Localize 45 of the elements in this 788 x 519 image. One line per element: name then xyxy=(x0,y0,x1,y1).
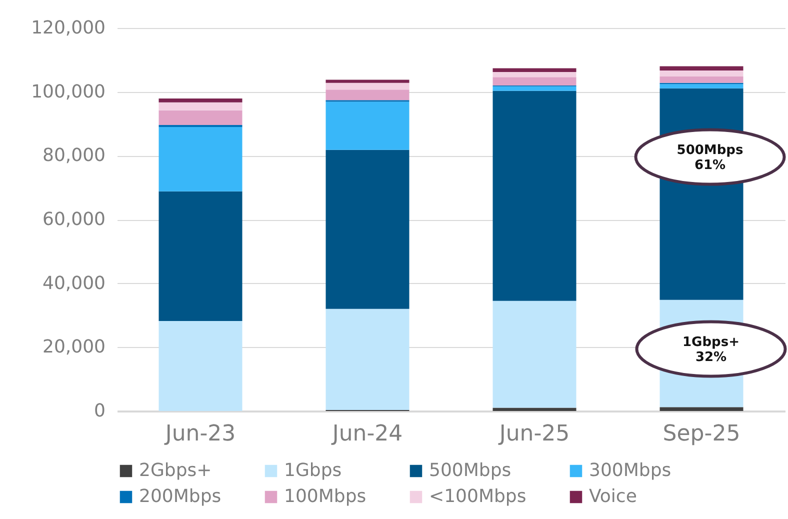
bar xyxy=(158,110,242,126)
y-tick-label: 60,000 xyxy=(42,209,106,230)
x-tick-label: Sep-25 xyxy=(662,422,740,446)
y-tick-label: 20,000 xyxy=(42,336,106,358)
bar xyxy=(660,407,744,411)
y-tick-label: 0 xyxy=(94,400,106,422)
annotation: 500Mbps 61% xyxy=(676,143,744,173)
bar xyxy=(492,72,576,78)
bar xyxy=(158,191,242,321)
bar xyxy=(660,66,744,70)
x-tick-label: Jun-25 xyxy=(497,422,570,446)
bar xyxy=(326,308,410,410)
bar xyxy=(660,76,744,83)
legend-label: 200Mbps xyxy=(139,486,222,507)
bar xyxy=(492,300,576,408)
legend-label: 2Gbps+ xyxy=(139,460,212,481)
bar xyxy=(158,126,242,192)
y-tick-label: 40,000 xyxy=(42,272,106,294)
bar xyxy=(326,102,410,150)
bar xyxy=(492,77,576,86)
bar xyxy=(660,70,744,77)
bar xyxy=(492,86,576,91)
x-tick-label: Jun-24 xyxy=(330,422,403,446)
bar xyxy=(158,102,242,110)
bar xyxy=(326,90,410,100)
bar xyxy=(326,82,410,90)
legend-label: Voice xyxy=(589,486,637,507)
legend-label: 500Mbps xyxy=(429,460,512,481)
y-tick-label: 120,000 xyxy=(31,18,106,38)
x-tick-label: Jun-23 xyxy=(163,422,236,446)
bar xyxy=(158,98,242,102)
y-tick-label: 80,000 xyxy=(42,145,106,166)
bar xyxy=(326,80,410,83)
bar xyxy=(158,320,242,411)
y-tick-label: 100,000 xyxy=(31,81,106,102)
bar xyxy=(326,150,410,309)
legend-label: 1Gbps xyxy=(284,460,342,481)
legend-label: 300Mbps xyxy=(589,460,672,481)
legend-label: 100Mbps xyxy=(284,486,366,507)
bar xyxy=(492,68,576,72)
bar xyxy=(660,84,744,88)
annotation: 1Gbps+ 32% xyxy=(682,335,740,365)
bar xyxy=(492,90,576,301)
bar xyxy=(492,408,576,411)
legend-label: <100Mbps xyxy=(429,486,526,507)
